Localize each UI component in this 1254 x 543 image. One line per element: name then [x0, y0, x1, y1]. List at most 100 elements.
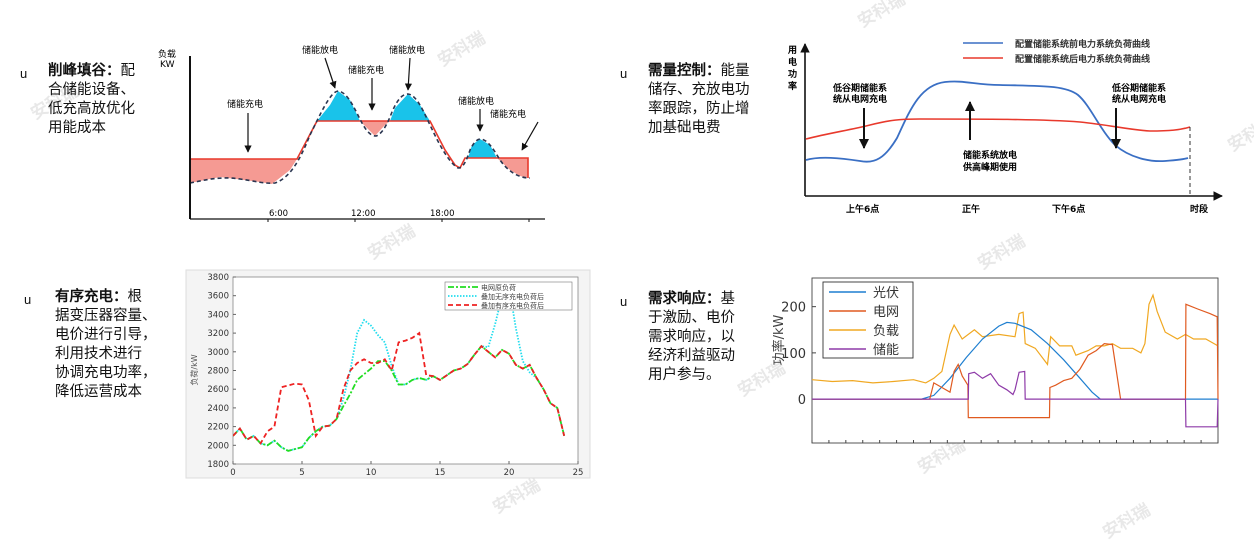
x-tick-label: 15	[435, 468, 446, 478]
block-title: 需求响应：	[648, 291, 721, 307]
target-load-line	[190, 120, 529, 178]
charge-area	[360, 121, 390, 136]
y-tick-label: 3800	[207, 273, 229, 283]
x-tick-label: 20	[504, 468, 515, 478]
y-tick-label: 100	[781, 347, 806, 362]
x-tick-label: 18:00	[430, 209, 455, 219]
x-tick-label: 6:00	[269, 209, 288, 219]
y-axis-label: 负载	[158, 48, 176, 60]
block-line: 利用技术进行	[55, 346, 142, 362]
block-line: 根	[127, 289, 143, 305]
x-tick-label: 5	[299, 468, 304, 478]
y-tick-label: 2400	[207, 404, 229, 414]
discharge-area	[468, 139, 497, 158]
block-line: 经济利益驱动	[648, 348, 735, 364]
legend-label: 配置储能系统后电力系统负荷曲线	[1015, 53, 1150, 65]
legend-label: 配置储能系统前电力系统负荷曲线	[1015, 38, 1150, 50]
y-tick-label: 2600	[207, 385, 229, 395]
y-tick-label: 0	[798, 393, 806, 408]
demand-control-text: 需量控制：能量 储存、充放电功 率跟踪，防止增 加基础电费	[648, 62, 750, 138]
block-line: 电价进行引导，	[55, 327, 157, 343]
legend-box	[822, 281, 914, 359]
ordered-charging-chart: 1800 2000 2200 2400 2600 2800 3000 3200 3400 3600…	[185, 269, 591, 479]
x-label: 正午	[962, 203, 980, 215]
x-tick-label: 10	[366, 468, 377, 478]
block-line: 据变压器容量、	[55, 308, 157, 324]
y-tick-label: 3000	[207, 348, 229, 358]
y-axis-label: 功率/kW	[771, 314, 787, 365]
discharge-note: 储能系统放电	[963, 149, 1017, 161]
discharge-label: 储能放电	[458, 95, 494, 107]
y-tick-label: 3600	[207, 292, 229, 302]
legend-label: 负载	[873, 324, 899, 339]
block-line: 能量	[720, 63, 750, 79]
block-title: 有序充电：	[55, 289, 128, 305]
block-line: 储存、充放电功	[648, 82, 750, 98]
demand-control-diagram: 用 电 功 率 配置储能系统前电力系统负荷曲线 配置储能系统后电力系统负荷曲线 …	[787, 38, 1223, 215]
legend-label: 叠加有序充电负荷后	[481, 301, 544, 310]
discharge-area	[317, 91, 360, 121]
legend-label: 电网原负荷	[481, 283, 516, 292]
block-line: 低充高放优化	[48, 101, 135, 117]
valley-note: 低谷期储能系	[1111, 82, 1166, 94]
arrow	[324, 57, 337, 89]
bullet-marker: u	[620, 294, 628, 309]
arrow	[404, 57, 412, 91]
y-tick-label: 3400	[207, 310, 229, 320]
block-line: 合储能设备、	[48, 82, 135, 98]
y-tick-label: 2200	[207, 423, 229, 433]
series-line-1	[812, 303, 1219, 419]
load-curve-after	[805, 118, 1191, 140]
series-line-0	[233, 344, 566, 452]
block-line: 用能成本	[48, 120, 106, 136]
peak-valley-text: 削峰填谷：配 合储能设备、 低充高放优化 用能成本	[48, 62, 135, 138]
x-label: 上午6点	[846, 203, 879, 215]
legend-label: 电网	[873, 305, 899, 320]
block-line: 基	[720, 291, 736, 307]
y-axis-unit: KW	[160, 60, 175, 70]
actual-load-curve	[189, 90, 531, 184]
block-line: 率跟踪，防止增	[648, 101, 750, 117]
y-axis-label: 功	[788, 68, 797, 80]
legend-label: 叠加无序充电负荷后	[481, 292, 544, 301]
valley-note: 低谷期储能系	[832, 82, 887, 94]
block-title: 削峰填谷：	[48, 63, 121, 79]
x-tick-label: 25	[573, 468, 584, 478]
bullet-marker: u	[20, 66, 28, 81]
ordered-charging-text: 有序充电：根 据变压器容量、 电价进行引导， 利用技术进行 协调充电功率， 降低…	[55, 288, 157, 402]
block-title: 需量控制：	[648, 63, 721, 79]
legend-label: 光伏	[873, 286, 899, 301]
series-line-3	[812, 370, 1219, 428]
bullet-marker: u	[620, 66, 628, 81]
y-tick-label: 3200	[207, 329, 229, 339]
y-tick-label: 2000	[207, 441, 229, 451]
y-axis-label: 用	[787, 45, 797, 56]
charge-label: 储能充电	[490, 108, 526, 120]
valley-note: 统从电网充电	[833, 93, 887, 105]
x-label: 时段	[1190, 203, 1209, 215]
demand-response-text: 需求响应：基 于激励、电价 需求响应，以 经济利益驱动 用户参与。	[648, 290, 735, 385]
charge-area	[497, 158, 528, 178]
block-line: 协调充电功率，	[55, 365, 157, 381]
series-line-2	[811, 293, 1219, 384]
y-tick-label: 1800	[207, 460, 229, 470]
charge-label: 储能充电	[227, 98, 263, 110]
block-line: 加基础电费	[648, 120, 721, 136]
y-tick-label: 2800	[207, 367, 229, 377]
peak-valley-diagram: 负载 KW 6:00 12:00 18:00 储能放电 储能放电 储能放电 储能…	[158, 44, 545, 222]
discharge-label: 储能放电	[389, 44, 425, 56]
block-line: 于激励、电价	[648, 310, 735, 326]
bullet-marker: u	[24, 292, 32, 307]
x-label: 下午6点	[1052, 203, 1085, 215]
arrow	[521, 121, 539, 151]
series-line-2	[233, 331, 566, 445]
discharge-area	[390, 94, 430, 121]
discharge-note: 供高峰期使用	[962, 161, 1017, 173]
block-line: 降低运营成本	[55, 384, 142, 400]
y-axis-label: 电	[788, 56, 797, 68]
charge-area	[190, 159, 297, 184]
y-axis-label: 率	[788, 80, 797, 92]
block-line: 用户参与。	[648, 367, 721, 383]
